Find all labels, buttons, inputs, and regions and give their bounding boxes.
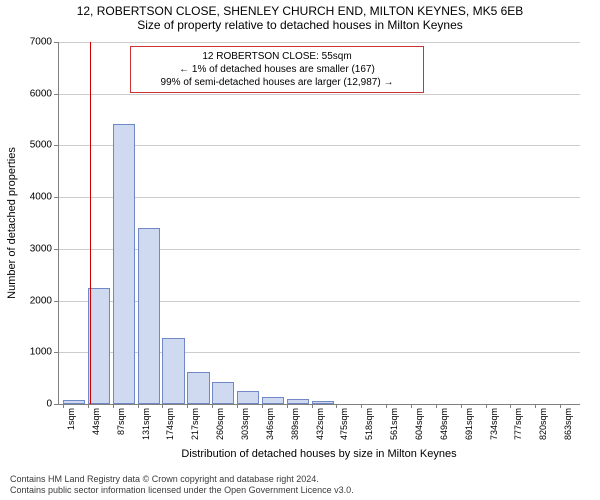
x-tick-label: 604sqm <box>414 408 424 440</box>
x-tick-label: 432sqm <box>315 408 325 440</box>
gridline <box>58 249 580 250</box>
gridline <box>58 197 580 198</box>
x-axis-label: Distribution of detached houses by size … <box>58 448 580 460</box>
footer-line2: Contains public sector information licen… <box>10 485 354 496</box>
gridline <box>58 42 580 43</box>
footer-line1: Contains HM Land Registry data © Crown c… <box>10 474 354 485</box>
gridline <box>58 94 580 95</box>
histogram-bar <box>212 382 234 404</box>
chart-title: 12, ROBERTSON CLOSE, SHENLEY CHURCH END,… <box>0 0 600 18</box>
x-tick-label: 217sqm <box>190 408 200 440</box>
x-axis-line <box>58 404 580 405</box>
x-tick-label: 649sqm <box>439 408 449 440</box>
marker-line <box>90 42 91 404</box>
x-tick-label: 561sqm <box>389 408 399 440</box>
y-tick-label: 3000 <box>12 243 52 254</box>
y-tick-label: 2000 <box>12 295 52 306</box>
histogram-bar <box>113 124 135 404</box>
annotation-line2: ← 1% of detached houses are smaller (167… <box>137 63 417 76</box>
x-tick-label: 475sqm <box>339 408 349 440</box>
y-tick-label: 5000 <box>12 140 52 151</box>
x-tick-label: 44sqm <box>91 408 101 435</box>
gridline <box>58 352 580 353</box>
x-tick-label: 389sqm <box>290 408 300 440</box>
y-tick-label: 1000 <box>12 347 52 358</box>
histogram-bar <box>162 338 184 404</box>
annotation-box: 12 ROBERTSON CLOSE: 55sqm ← 1% of detach… <box>130 46 424 93</box>
histogram-bar <box>287 399 309 404</box>
footer: Contains HM Land Registry data © Crown c… <box>10 474 354 496</box>
x-tick-label: 87sqm <box>116 408 126 435</box>
annotation-line3: 99% of semi-detached houses are larger (… <box>137 76 417 89</box>
y-tick-label: 0 <box>12 399 52 410</box>
histogram-bar <box>138 228 160 404</box>
histogram-bar <box>237 391 259 404</box>
x-tick-label: 1sqm <box>66 408 76 430</box>
y-axis-line <box>58 42 59 404</box>
y-tick-label: 7000 <box>12 37 52 48</box>
histogram-bar <box>63 400 85 404</box>
x-tick-label: 777sqm <box>513 408 523 440</box>
x-tick-label: 174sqm <box>165 408 175 440</box>
x-tick-label: 820sqm <box>538 408 548 440</box>
histogram-bar <box>312 401 334 404</box>
gridline <box>58 145 580 146</box>
gridline <box>58 301 580 302</box>
histogram-bar <box>187 372 209 404</box>
x-tick-label: 734sqm <box>489 408 499 440</box>
x-tick-label: 691sqm <box>464 408 474 440</box>
x-tick-label: 863sqm <box>563 408 573 440</box>
x-tick-label: 260sqm <box>215 408 225 440</box>
chart-subtitle: Size of property relative to detached ho… <box>0 18 600 34</box>
y-tick-label: 6000 <box>12 88 52 99</box>
x-tick-label: 303sqm <box>240 408 250 440</box>
annotation-line1: 12 ROBERTSON CLOSE: 55sqm <box>137 50 417 63</box>
x-tick-label: 131sqm <box>141 408 151 440</box>
histogram-bar <box>262 397 284 404</box>
x-tick-label: 518sqm <box>364 408 374 440</box>
y-tick-label: 4000 <box>12 192 52 203</box>
histogram-bar <box>88 288 110 404</box>
x-tick-label: 346sqm <box>265 408 275 440</box>
